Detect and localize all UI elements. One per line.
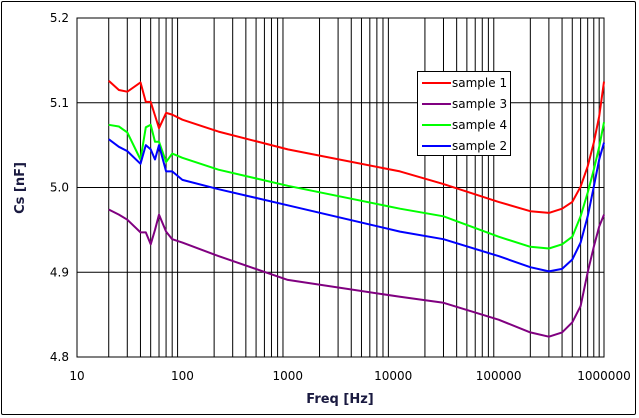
tick-labels: 10 100 1000 10000 100000 1000000 4.8 4.9 5.0 5.1 5… (50, 11, 631, 383)
x-tick-label: 100000 (476, 369, 522, 383)
y-tick-label: 5.1 (50, 96, 69, 110)
series-line-sample-1 (108, 79, 605, 214)
legend-label: sample 2 (452, 139, 507, 153)
series-line-sample-3 (108, 208, 605, 338)
y-axis-label: Cs [nF] (13, 162, 28, 214)
x-tick-label: 10 (69, 369, 84, 383)
x-tick-label: 10000 (374, 369, 412, 383)
y-tick-label: 5.2 (50, 11, 69, 25)
x-tick-label: 100 (171, 369, 194, 383)
legend: sample 1 sample 3 sample 4 sample 2 (417, 71, 511, 156)
grid (76, 17, 605, 358)
x-tick-label: 1000 (273, 369, 304, 383)
series-lines (108, 79, 605, 338)
y-tick-label: 4.9 (50, 265, 69, 279)
legend-label: sample 4 (452, 118, 507, 132)
legend-label: sample 3 (452, 97, 507, 111)
legend-box (417, 71, 511, 156)
x-tick-label: 1000000 (577, 369, 630, 383)
x-axis-label: Freq [Hz] (306, 392, 373, 407)
legend-label: sample 1 (452, 76, 507, 90)
series-line-sample-4 (108, 122, 605, 250)
y-tick-label: 5.0 (50, 181, 69, 195)
plot-area-border (76, 17, 605, 358)
y-tick-label: 4.8 (50, 350, 69, 364)
